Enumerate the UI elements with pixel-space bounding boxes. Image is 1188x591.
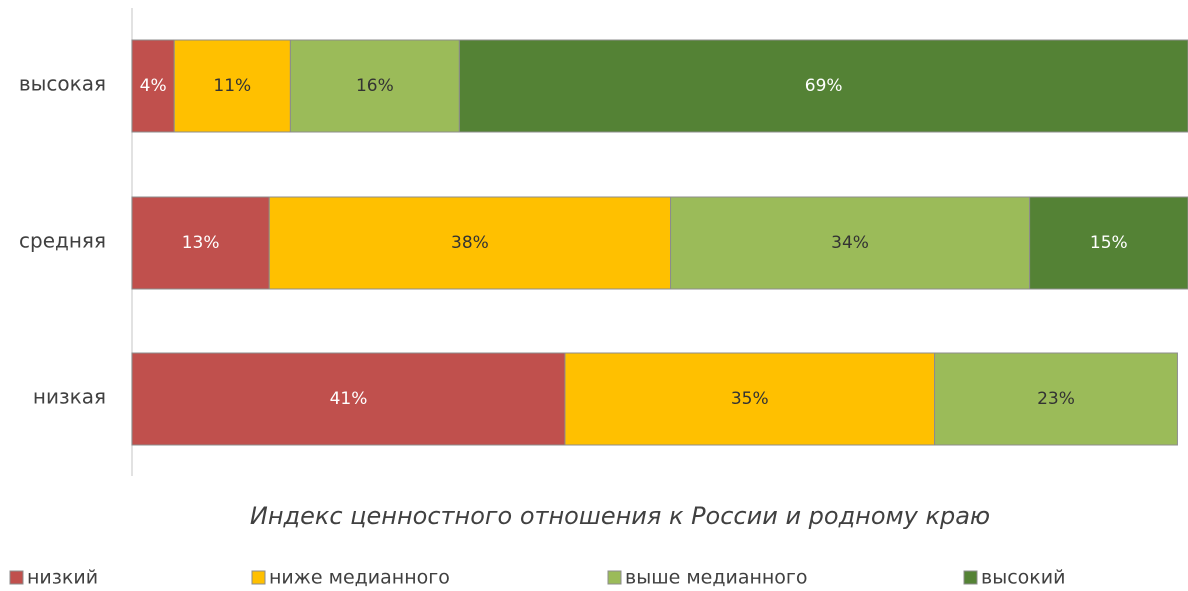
bar bbox=[173, 39, 291, 133]
legend-label: ниже медианного bbox=[269, 567, 450, 589]
data-label: 11% bbox=[213, 76, 251, 96]
bar bbox=[458, 39, 1188, 133]
y-tick-label: высокая bbox=[19, 72, 106, 96]
data-label: 4% bbox=[140, 76, 167, 96]
y-tick-label: низкая bbox=[33, 385, 106, 409]
legend-swatch bbox=[963, 570, 978, 585]
data-label: 13% bbox=[182, 233, 220, 253]
legend-swatch bbox=[607, 570, 622, 585]
data-label: 38% bbox=[451, 233, 489, 253]
data-label: 34% bbox=[831, 233, 869, 253]
bar bbox=[268, 196, 672, 290]
y-tick-label: средняя bbox=[19, 229, 106, 253]
bar bbox=[670, 196, 1031, 290]
data-label: 23% bbox=[1037, 389, 1075, 409]
bar bbox=[934, 352, 1178, 446]
legend-label: высокий bbox=[981, 567, 1065, 589]
legend-label: выше медианного bbox=[625, 567, 808, 589]
bar bbox=[131, 196, 270, 290]
data-label: 16% bbox=[356, 76, 394, 96]
data-label: 35% bbox=[731, 389, 769, 409]
bar bbox=[1029, 196, 1188, 290]
bar bbox=[289, 39, 460, 133]
legend-swatch bbox=[9, 570, 24, 585]
data-label: 69% bbox=[805, 76, 843, 96]
data-label: 41% bbox=[330, 389, 368, 409]
chart-title: Индекс ценностного отношения к России и … bbox=[250, 502, 990, 530]
data-label: 15% bbox=[1090, 233, 1128, 253]
bar bbox=[564, 352, 936, 446]
legend-label: низкий bbox=[27, 567, 98, 589]
legend-swatch bbox=[251, 570, 266, 585]
